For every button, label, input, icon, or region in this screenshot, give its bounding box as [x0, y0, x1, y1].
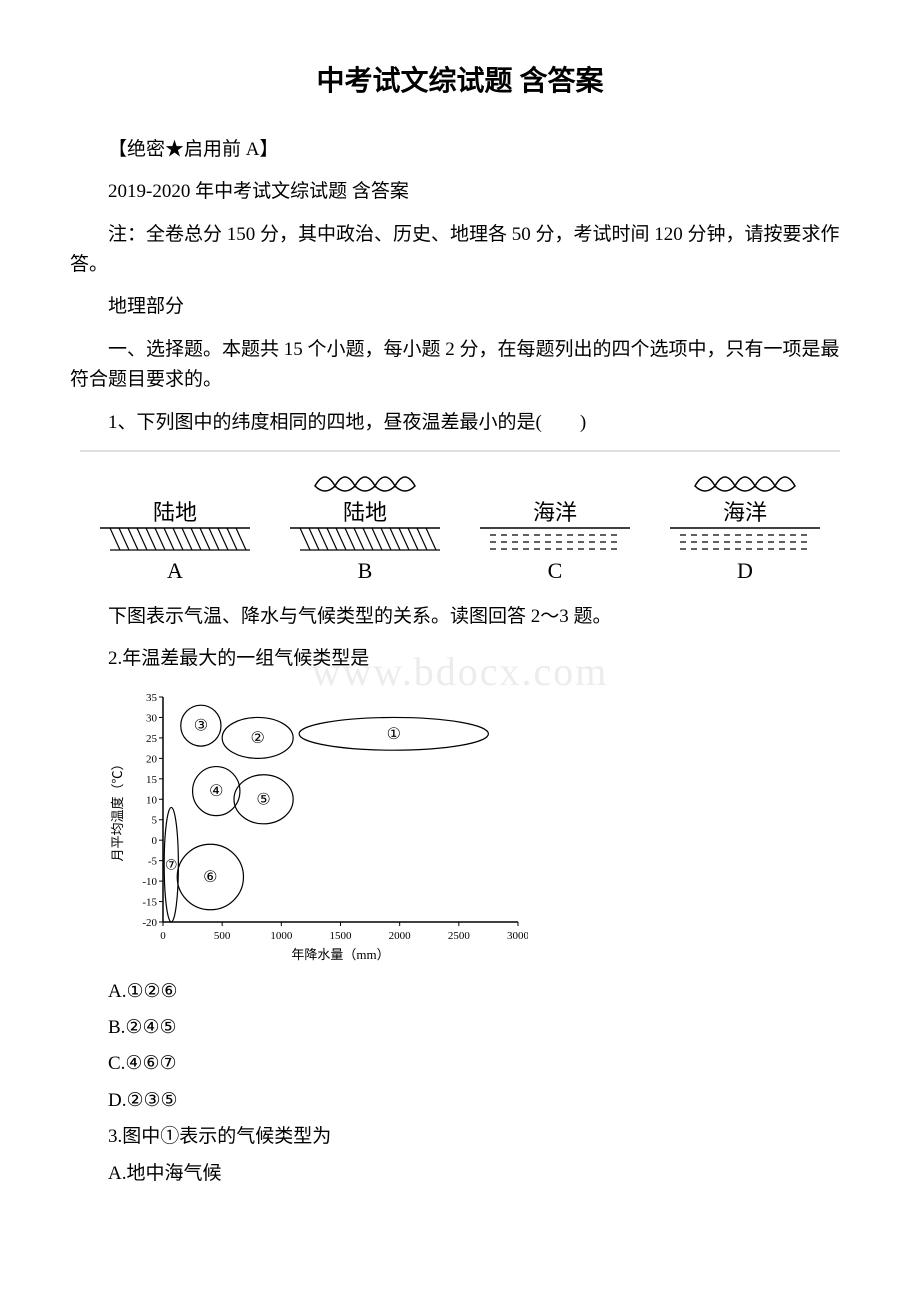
- svg-text:⑤: ⑤: [256, 791, 270, 808]
- svg-text:④: ④: [209, 783, 223, 800]
- question-1: 1、下列图中的纬度相同的四地，昼夜温差最小的是( ): [70, 408, 850, 438]
- subtitle-line: 2019-2020 年中考试文综试题 含答案: [70, 177, 850, 207]
- svg-text:A: A: [167, 558, 183, 583]
- svg-text:⑥: ⑥: [203, 869, 217, 886]
- svg-text:陆地: 陆地: [343, 500, 387, 525]
- svg-text:15: 15: [146, 774, 158, 786]
- q2-option-a: A.①②⑥: [108, 977, 850, 1007]
- svg-text:-15: -15: [142, 896, 157, 908]
- svg-text:C: C: [548, 558, 563, 583]
- q2-option-b: B.②④⑤: [108, 1013, 850, 1043]
- q2-intro: 下图表示气温、降水与气候类型的关系。读图回答 2～3 题。: [70, 602, 850, 632]
- svg-text:0: 0: [160, 930, 166, 942]
- part1-instruction: 一、选择题。本题共 15 个小题，每小题 2 分，在每题列出的四个选项中，只有一…: [70, 335, 850, 396]
- figure-q2: -20 -15 -10 -5 0 5 10 15 20 25 30 35 0 500 1000 1500 200…: [108, 687, 528, 967]
- svg-text:1500: 1500: [330, 930, 353, 942]
- q3-option-a: A.地中海气候: [108, 1159, 850, 1189]
- svg-text:-10: -10: [142, 876, 157, 888]
- svg-text:5: 5: [152, 814, 158, 826]
- svg-text:海洋: 海洋: [723, 500, 767, 525]
- svg-text:35: 35: [146, 692, 158, 704]
- confidential-line: 【绝密★启用前 A】: [70, 135, 850, 165]
- svg-text:3000: 3000: [507, 930, 528, 942]
- question-2: 2.年温差最大的一组气候类型是: [70, 644, 850, 674]
- svg-text:②: ②: [250, 730, 264, 747]
- svg-text:20: 20: [146, 753, 158, 765]
- svg-text:0: 0: [152, 835, 158, 847]
- svg-text:D: D: [737, 558, 753, 583]
- question-3: 3.图中①表示的气候类型为: [108, 1122, 850, 1152]
- svg-text:①: ①: [387, 726, 401, 743]
- svg-text:⑦: ⑦: [165, 858, 178, 873]
- svg-text:30: 30: [146, 712, 158, 724]
- q2-option-c: C.④⑥⑦: [108, 1049, 850, 1079]
- svg-text:-20: -20: [142, 917, 157, 929]
- q2-option-d: D.②③⑤: [108, 1086, 850, 1116]
- svg-text:10: 10: [146, 794, 158, 806]
- svg-text:25: 25: [146, 733, 158, 745]
- svg-text:③: ③: [194, 717, 208, 734]
- svg-text:500: 500: [214, 930, 231, 942]
- exam-note: 注：全卷总分 150 分，其中政治、历史、地理各 50 分，考试时间 120 分…: [70, 220, 850, 281]
- section-label: 地理部分: [70, 292, 850, 322]
- figure-q1: 陆地 A 陆地 B 海洋 C 海洋 D: [80, 450, 840, 590]
- page-title: 中考试文综试题 含答案: [70, 60, 850, 105]
- svg-text:2000: 2000: [389, 930, 412, 942]
- svg-text:月平均温度（℃）: 月平均温度（℃）: [110, 757, 125, 861]
- svg-text:陆地: 陆地: [153, 500, 197, 525]
- svg-text:2500: 2500: [448, 930, 471, 942]
- svg-text:年降水量（mm）: 年降水量（mm）: [291, 947, 389, 962]
- svg-text:B: B: [358, 558, 373, 583]
- svg-text:海洋: 海洋: [533, 500, 577, 525]
- svg-text:-5: -5: [148, 855, 158, 867]
- svg-text:1000: 1000: [270, 930, 293, 942]
